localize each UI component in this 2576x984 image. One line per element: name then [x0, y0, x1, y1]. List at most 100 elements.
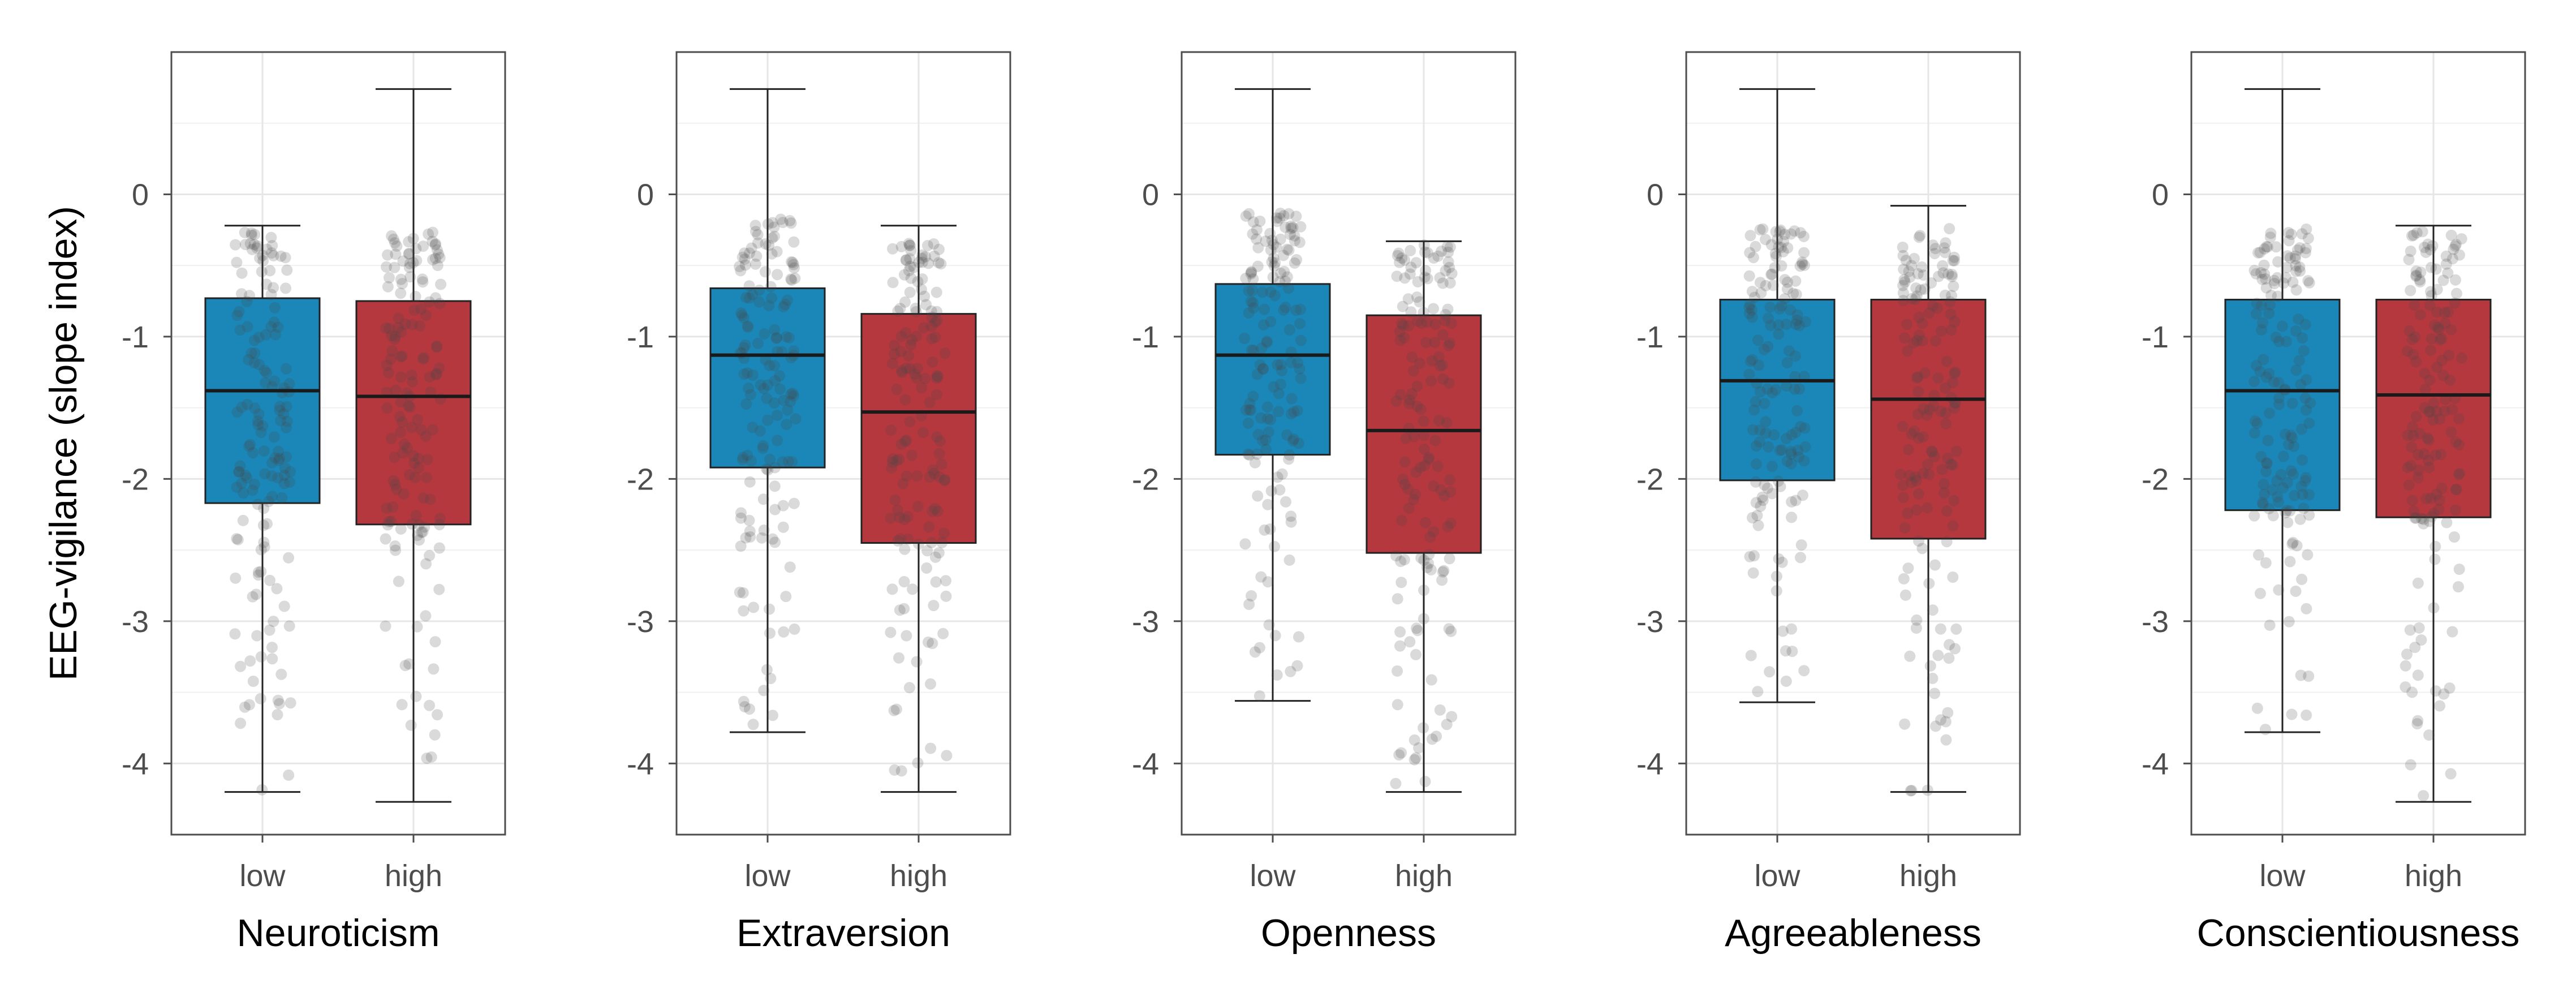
observation-point	[1442, 246, 1454, 258]
observation-point	[778, 394, 790, 406]
observation-point	[1897, 295, 1909, 307]
observation-point	[1897, 287, 1909, 299]
observation-point	[1405, 244, 1416, 256]
observation-point	[1426, 355, 1438, 367]
observation-point	[2419, 384, 2431, 396]
observation-point	[734, 261, 746, 272]
observation-point	[250, 588, 262, 600]
observation-point	[281, 415, 293, 427]
observation-point	[1791, 405, 1803, 416]
observation-point	[1289, 257, 1300, 269]
observation-point	[1277, 250, 1289, 261]
observation-point	[2433, 413, 2445, 425]
observation-point	[2408, 505, 2420, 517]
observation-point	[923, 521, 935, 533]
observation-point	[1429, 319, 1441, 330]
observation-point	[429, 729, 441, 741]
observation-point	[278, 600, 290, 612]
observation-point	[1394, 640, 1406, 652]
observation-point	[2277, 450, 2289, 462]
observation-point	[235, 660, 247, 672]
observation-point	[1391, 270, 1403, 282]
observation-point	[1442, 303, 1454, 315]
observation-point	[266, 247, 278, 259]
observation-point	[2402, 462, 2414, 474]
observation-point	[777, 456, 789, 468]
observation-point	[1940, 382, 1952, 394]
observation-point	[1255, 571, 1267, 583]
observation-point	[424, 493, 436, 505]
observation-point	[245, 227, 257, 239]
observation-point	[1913, 535, 1925, 547]
observation-point	[1902, 562, 1914, 574]
observation-point	[1790, 319, 1802, 330]
observation-point	[1916, 261, 1928, 273]
observation-point	[899, 436, 911, 448]
panel-border	[1685, 51, 2021, 836]
observation-point	[2412, 669, 2424, 681]
observation-point	[2429, 553, 2441, 565]
observation-point	[2290, 284, 2302, 296]
observation-point	[1761, 482, 1773, 494]
observation-point	[1785, 458, 1797, 470]
observation-point	[2412, 472, 2424, 484]
observation-point	[1767, 461, 1778, 472]
observation-point	[1929, 248, 1941, 260]
observation-point	[1253, 690, 1265, 702]
observation-point	[926, 320, 937, 332]
observation-point	[395, 273, 407, 285]
observation-point	[895, 765, 907, 777]
observation-point	[2275, 469, 2287, 480]
observation-point	[1251, 224, 1263, 236]
observation-point	[938, 527, 950, 539]
observation-point	[1915, 284, 1927, 296]
observation-point	[740, 291, 752, 303]
observation-point	[1922, 459, 1933, 471]
observation-point	[1274, 233, 1286, 245]
observation-point	[768, 397, 780, 409]
observation-point	[1799, 441, 1811, 453]
observation-point	[1942, 452, 1954, 464]
observation-point	[758, 685, 770, 697]
panel-border	[2190, 51, 2526, 836]
observation-point	[1272, 359, 1283, 371]
observation-point	[403, 400, 415, 412]
observation-point	[1750, 476, 1761, 488]
observation-point	[1747, 512, 1758, 523]
observation-point	[248, 334, 260, 346]
observation-point	[2400, 660, 2411, 672]
observation-point	[2280, 507, 2291, 519]
observation-point	[1751, 510, 1763, 522]
observation-point	[243, 440, 255, 452]
observation-point	[2260, 466, 2272, 478]
observation-point	[1771, 585, 1782, 597]
observation-point	[403, 261, 415, 273]
observation-point	[886, 462, 898, 474]
observation-point	[1917, 467, 1929, 479]
observation-point	[1406, 388, 1418, 400]
observation-point	[429, 636, 441, 648]
observation-point	[1906, 428, 1918, 440]
observation-point	[739, 339, 751, 351]
observation-point	[906, 449, 917, 461]
observation-point	[434, 513, 446, 525]
observation-point	[2418, 790, 2429, 802]
observation-point	[1756, 491, 1768, 503]
observation-point	[1412, 315, 1424, 327]
observation-point	[739, 701, 751, 712]
observation-point	[892, 535, 904, 547]
observation-point	[1776, 556, 1788, 568]
observation-point	[1433, 415, 1445, 427]
observation-point	[384, 272, 395, 283]
observation-point	[744, 703, 755, 715]
observation-point	[762, 414, 773, 426]
y-tick-label: -4	[1636, 747, 1664, 781]
observation-point	[248, 357, 260, 369]
x-axis-title: Agreeableness	[1725, 912, 1981, 955]
observation-point	[1925, 445, 1937, 457]
observation-point	[1404, 394, 1416, 406]
y-tick-label: -2	[1132, 462, 1159, 496]
observation-point	[397, 416, 408, 428]
observation-point	[886, 456, 898, 468]
